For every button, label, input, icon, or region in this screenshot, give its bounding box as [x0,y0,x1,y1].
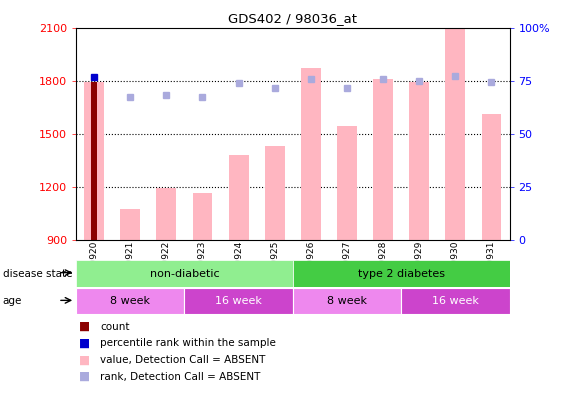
Bar [120,209,140,240]
Text: disease state: disease state [3,268,72,279]
Text: non-diabetic: non-diabetic [150,268,219,279]
Bar [193,193,212,240]
Text: 8 week: 8 week [327,296,367,306]
Text: 16 week: 16 week [215,296,262,306]
Text: ■: ■ [79,337,90,350]
Bar [76,288,185,314]
Bar [265,146,285,240]
Bar [401,288,510,314]
Text: count: count [100,322,129,332]
Bar [337,126,357,240]
Text: ■: ■ [79,354,90,366]
Bar [157,188,176,240]
Bar [293,260,510,287]
Bar [409,82,429,240]
Bar [445,29,465,240]
Bar [293,288,401,314]
Bar [91,82,97,240]
Text: age: age [3,296,22,307]
Bar [373,79,393,240]
Bar [76,260,293,287]
Text: 16 week: 16 week [432,296,479,306]
Text: ■: ■ [79,370,90,383]
Text: 8 week: 8 week [110,296,150,306]
Bar [481,114,502,240]
Text: percentile rank within the sample: percentile rank within the sample [100,338,276,348]
Bar [185,288,293,314]
Title: GDS402 / 98036_at: GDS402 / 98036_at [228,12,358,25]
Text: type 2 diabetes: type 2 diabetes [358,268,445,279]
Bar [301,69,321,240]
Text: rank, Detection Call = ABSENT: rank, Detection Call = ABSENT [100,371,261,382]
Text: value, Detection Call = ABSENT: value, Detection Call = ABSENT [100,355,266,365]
Bar [84,82,104,240]
Bar [229,155,248,240]
Text: ■: ■ [79,320,90,333]
